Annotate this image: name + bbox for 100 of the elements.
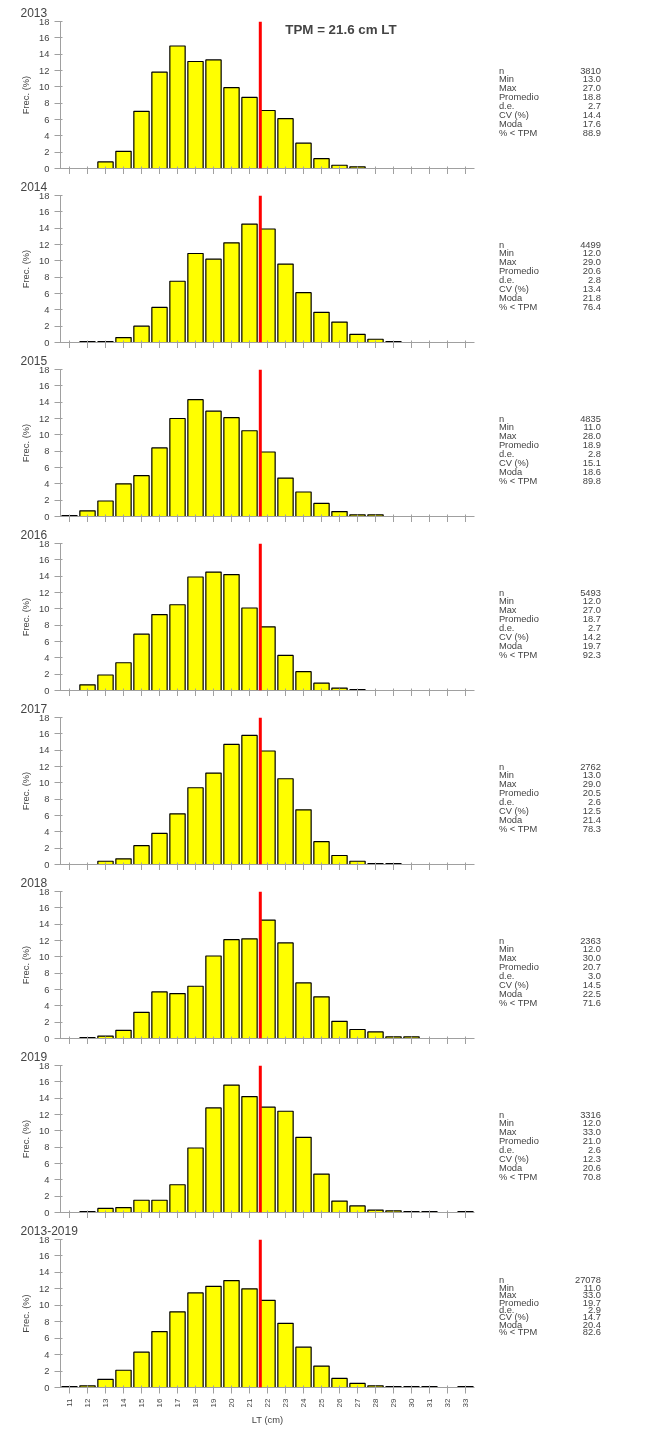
text: CV (%) 14.4 [498, 109, 601, 120]
y-tick-label: 6 [44, 810, 50, 821]
y-axis-title: Frec. (%) [21, 771, 32, 811]
y-tick-label: 4 [44, 1349, 50, 1360]
y-axis-title: Frec. (%) [21, 945, 32, 985]
y-tick-label: 12 [39, 65, 50, 76]
x-tick-label: 17 [173, 1397, 182, 1408]
y-axis-title: Frec. (%) [21, 249, 32, 289]
text: % < TPM 76.4 [498, 301, 601, 312]
x-tick-label: 22 [263, 1397, 272, 1408]
y-tick-label: 2 [44, 147, 50, 158]
y-tick-label: 12 [39, 761, 50, 772]
y-tick-label: 4 [44, 1000, 50, 1011]
y-tick-label: 6 [44, 984, 50, 995]
y-tick-label: 10 [39, 429, 50, 440]
y-tick-label: 0 [44, 1382, 50, 1393]
text: CV (%) 13.4 [498, 283, 601, 294]
x-tick-label: 27 [353, 1397, 362, 1408]
text: Min 13.0 [498, 74, 601, 85]
y-tick-label: 16 [39, 380, 50, 391]
y-tick-label: 16 [39, 728, 50, 739]
x-tick-label: 13 [101, 1397, 110, 1408]
y-tick-label: 4 [44, 1174, 50, 1185]
y-axis-title: Frec. (%) [21, 597, 32, 637]
text: CV (%) 12.3 [498, 1153, 601, 1164]
y-tick-label: 12 [39, 935, 50, 946]
y-tick-label: 16 [39, 554, 50, 565]
y-tick-label: 6 [44, 1158, 50, 1169]
y-tick-label: 12 [39, 413, 50, 424]
text: % < TPM 89.8 [498, 475, 601, 486]
text: Min 13.0 [498, 770, 601, 781]
text: % < TPM 78.3 [498, 823, 601, 834]
y-tick-label: 0 [44, 1033, 50, 1044]
text: d.e. 2.8 [498, 448, 601, 459]
text: Promedio 20.7 [498, 962, 601, 973]
text: CV (%) 15.1 [498, 457, 601, 468]
y-tick-label: 0 [44, 685, 50, 696]
x-tick-label: 12 [83, 1397, 92, 1408]
y-tick-label: 8 [44, 98, 50, 109]
x-tick-label: 16 [155, 1397, 164, 1408]
text: Promedio 21.0 [498, 1136, 601, 1147]
text: Min 12.0 [498, 944, 601, 955]
y-axis-title: Frec. (%) [21, 1294, 32, 1333]
text: Min 12.0 [498, 248, 601, 259]
x-tick-label: 29 [389, 1397, 398, 1408]
text: CV (%) 14.5 [498, 979, 601, 990]
y-tick-label: 10 [39, 255, 50, 266]
y-tick-label: 16 [39, 1076, 50, 1087]
text: d.e. 2.8 [498, 274, 601, 285]
text: n 4499 [498, 239, 601, 250]
text: Promedio 20.5 [498, 788, 601, 799]
y-tick-label: 16 [39, 206, 50, 217]
y-tick-label: 2 [44, 1366, 50, 1377]
text: Max 27.0 [498, 605, 601, 616]
y-tick-label: 6 [44, 636, 50, 647]
text: Max 27.0 [498, 83, 601, 94]
text: % < TPM 82.6 [498, 1327, 601, 1338]
y-tick-label: 2 [44, 843, 50, 854]
x-tick-label: 32 [443, 1397, 452, 1408]
y-tick-label: 2 [44, 669, 50, 680]
y-axis-title: Frec. (%) [21, 1119, 32, 1159]
y-tick-label: 0 [44, 859, 50, 870]
y-tick-label: 2 [44, 495, 50, 506]
y-tick-label: 0 [44, 511, 50, 522]
text: n 2762 [498, 761, 601, 772]
y-tick-label: 10 [39, 1300, 50, 1311]
text: n 3316 [498, 1109, 601, 1120]
y-tick-label: 4 [44, 478, 50, 489]
y-tick-label: 14 [39, 49, 50, 60]
y-tick-label: 8 [44, 1316, 50, 1327]
text: Max 30.0 [498, 953, 601, 964]
text: n 3810 [498, 65, 601, 76]
text: d.e. 2.7 [498, 622, 601, 633]
x-tick-label: 24 [299, 1397, 308, 1408]
text: Max 33.0 [498, 1127, 601, 1138]
y-tick-label: 10 [39, 81, 50, 92]
x-tick-label: 23 [281, 1397, 290, 1408]
ref-line-label: TPM = 21.6 cm LT [285, 21, 397, 37]
y-tick-label: 14 [39, 1093, 50, 1104]
y-tick-label: 6 [44, 462, 50, 473]
x-tick-label: 33 [461, 1397, 470, 1408]
y-tick-label: 12 [39, 587, 50, 598]
y-tick-label: 8 [44, 794, 50, 805]
text: Promedio 19.7 [498, 1297, 601, 1308]
text: % < TPM 88.9 [498, 127, 601, 138]
x-tick-label: 26 [335, 1397, 344, 1408]
y-tick-label: 4 [44, 652, 50, 663]
y-tick-label: 0 [44, 163, 50, 174]
y-tick-label: 12 [39, 1283, 50, 1294]
text: Min 11.0 [498, 1282, 601, 1293]
y-tick-label: 2 [44, 1017, 50, 1028]
text: d.e. 3.0 [498, 970, 601, 981]
text: CV (%) 14.2 [498, 631, 601, 642]
y-tick-label: 6 [44, 1333, 50, 1344]
y-tick-label: 2 [44, 1191, 50, 1202]
y-tick-label: 12 [39, 239, 50, 250]
text: Promedio 18.8 [498, 92, 601, 103]
text: Min 12.0 [498, 596, 601, 607]
x-tick-label: 11 [65, 1397, 74, 1407]
text: % < TPM 71.6 [498, 997, 601, 1008]
